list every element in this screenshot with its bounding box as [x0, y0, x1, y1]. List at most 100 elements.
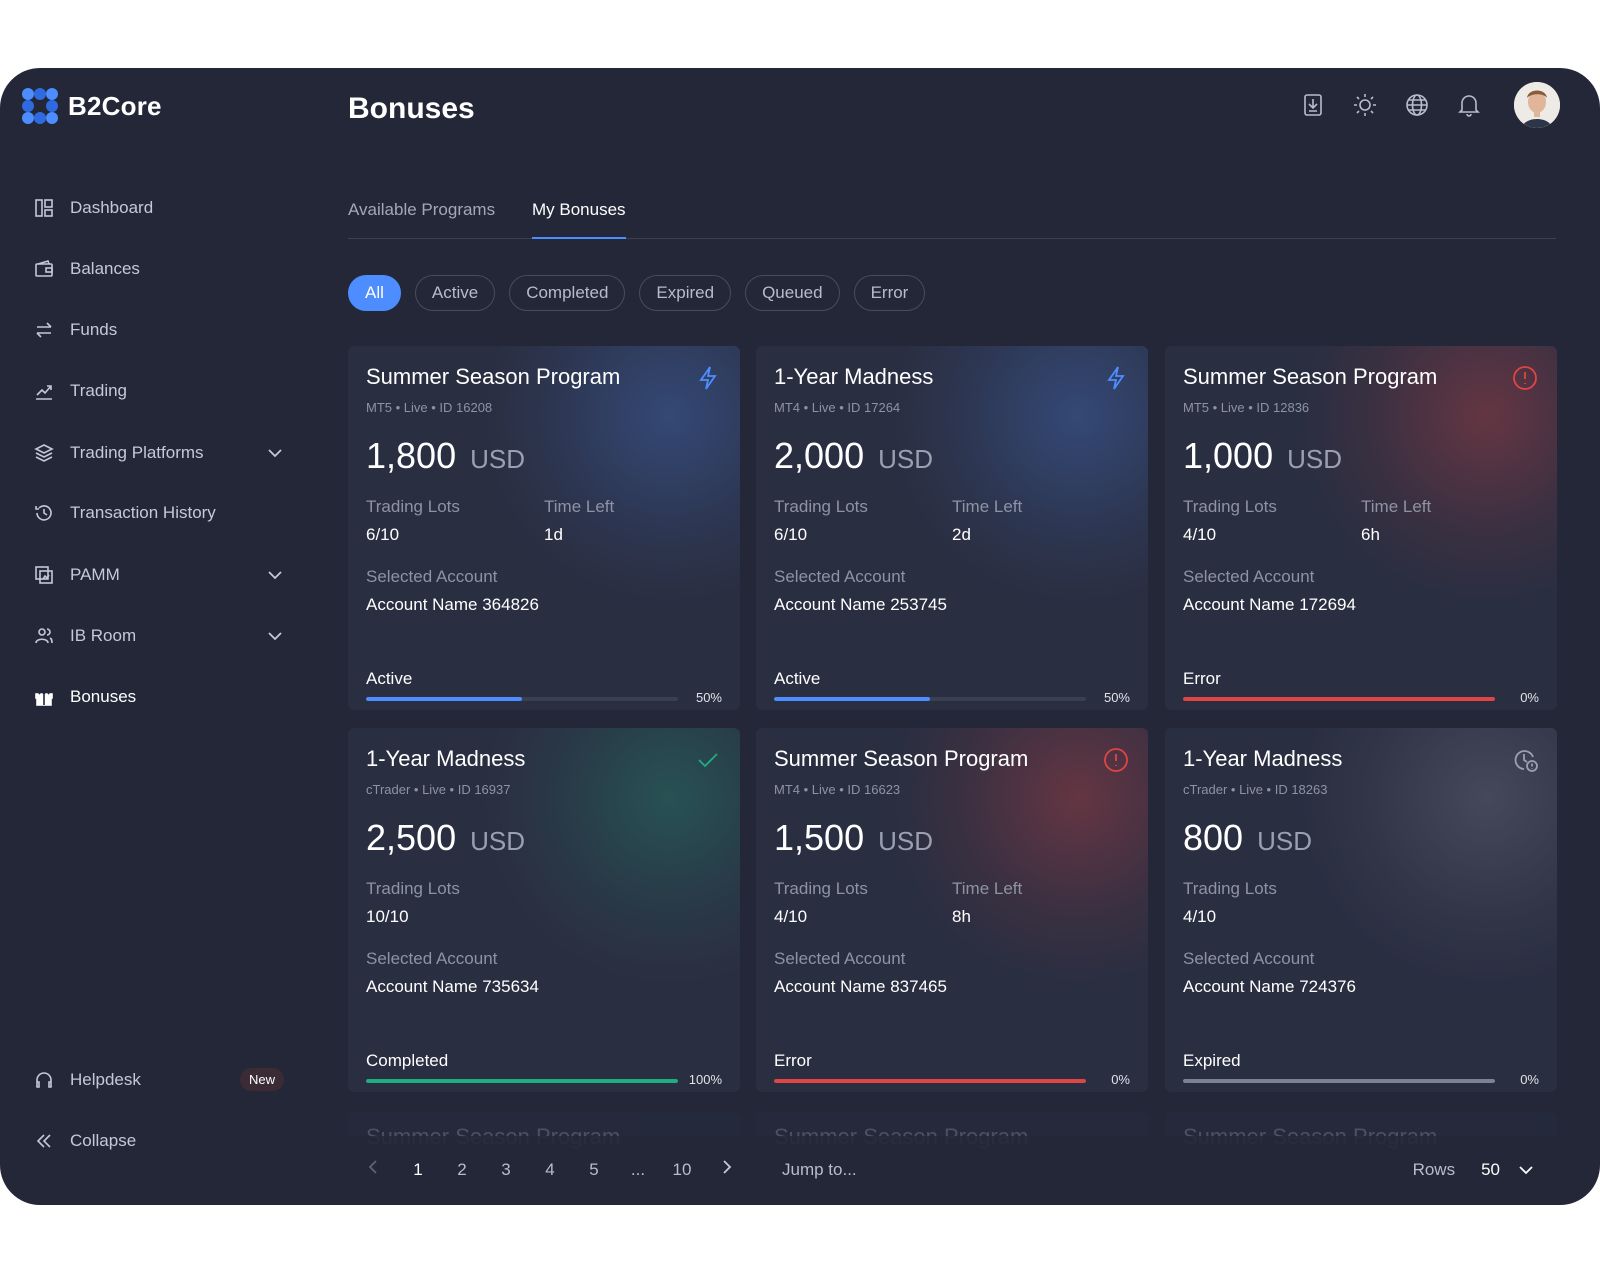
headset-icon — [34, 1070, 54, 1090]
bonus-amount: 2,000 USD — [774, 435, 1130, 477]
page-2[interactable]: 2 — [457, 1159, 467, 1179]
trading-lots-label: Trading Lots — [1183, 497, 1277, 516]
progress-percent: 0% — [1111, 1072, 1130, 1087]
selected-account-label: Selected Account — [1183, 949, 1315, 968]
time-left-group: Time Left 8h — [952, 879, 1130, 927]
bonus-amount: 1,800 USD — [366, 435, 722, 477]
time-left-value: 2d — [952, 525, 971, 544]
sidebar-item-transaction-history[interactable]: Transaction History — [34, 496, 284, 530]
progress-percent: 100% — [688, 1072, 722, 1087]
page-5[interactable]: 5 — [589, 1159, 599, 1179]
next-page-icon[interactable] — [704, 1158, 748, 1181]
sidebar-item-label: Transaction History — [70, 503, 216, 522]
bonus-card[interactable]: Summer Season Program MT5 • Live • ID 12… — [1165, 346, 1557, 710]
prev-page-icon[interactable] — [352, 1158, 396, 1181]
amount-value: 1,500 — [774, 817, 865, 858]
bonus-card[interactable]: 1-Year Madness cTrader • Live • ID 18263… — [1165, 728, 1557, 1092]
filter-all[interactable]: All — [348, 275, 401, 311]
sidebar-item-label: Trading Platforms — [70, 443, 204, 462]
sidebar-item-funds[interactable]: Funds — [34, 313, 284, 347]
rows-select[interactable]: 50 — [1481, 1160, 1536, 1180]
bonus-card[interactable]: 1-Year Madness cTrader • Live • ID 16937… — [348, 728, 740, 1092]
card-title: Summer Season Program — [774, 746, 1029, 771]
selected-account-label: Selected Account — [366, 567, 498, 586]
selected-account-value: Account Name 364826 — [366, 595, 539, 614]
time-left-value: 1d — [544, 525, 563, 544]
trading-lots-group: Trading Lots 10/10 — [366, 879, 548, 927]
page-1[interactable]: 1 — [413, 1159, 423, 1179]
sidebar-item-pamm[interactable]: PAMM — [34, 558, 284, 592]
selected-account-value: Account Name 735634 — [366, 977, 539, 996]
collapse-button[interactable]: Collapse — [34, 1124, 284, 1158]
bonus-card[interactable]: Summer Season Program MT5 • Live • ID 16… — [348, 346, 740, 710]
sidebar-item-balances[interactable]: Balances — [34, 252, 284, 286]
chevron-down-icon[interactable] — [266, 627, 284, 645]
chevron-down-icon[interactable] — [266, 566, 284, 584]
check-icon — [694, 746, 722, 774]
brand[interactable]: B2Core — [22, 88, 162, 124]
rows-value: 50 — [1481, 1160, 1500, 1179]
chevron-down-icon[interactable] — [266, 444, 284, 462]
status-filters: All Active Completed Expired Queued Erro… — [348, 275, 926, 311]
sidebar-item-label: Dashboard — [70, 198, 154, 217]
sun-icon[interactable] — [1350, 90, 1380, 120]
progress-percent: 0% — [1520, 690, 1539, 705]
sidebar-item-trading[interactable]: Trading — [34, 374, 284, 408]
lightning-icon — [1102, 364, 1130, 392]
sidebar-item-ib-room[interactable]: IB Room — [34, 619, 284, 653]
tab-my-bonuses[interactable]: My Bonuses — [532, 200, 626, 219]
globe-icon[interactable] — [1402, 90, 1432, 120]
filter-error[interactable]: Error — [853, 275, 926, 311]
sidebar-item-helpdesk[interactable]: Helpdesk New — [34, 1063, 284, 1097]
selected-account-value: Account Name 253745 — [774, 595, 947, 614]
card-stats: Trading Lots 4/10 Time Left 8h — [774, 879, 1130, 927]
card-meta: MT5 • Live • ID 16208 — [366, 400, 493, 415]
collapse-label: Collapse — [70, 1131, 137, 1150]
jump-to-page-input[interactable]: Jump to... — [782, 1160, 857, 1179]
card-title: 1-Year Madness — [774, 364, 934, 389]
amount-currency: USD — [1257, 826, 1312, 856]
filter-expired[interactable]: Expired — [639, 275, 732, 311]
time-left-label: Time Left — [952, 879, 1023, 898]
layers-icon — [34, 443, 54, 463]
filter-active[interactable]: Active — [414, 275, 496, 311]
selected-account-label: Selected Account — [1183, 567, 1315, 586]
card-title: Summer Season Program — [366, 364, 621, 389]
header-actions — [1298, 82, 1560, 128]
tabs: Available Programs My Bonuses — [348, 186, 1556, 239]
sidebar-item-dashboard[interactable]: Dashboard — [34, 191, 284, 225]
users-icon — [34, 626, 54, 646]
amount-currency: USD — [470, 444, 526, 474]
sidebar-item-trading-platforms[interactable]: Trading Platforms — [34, 436, 284, 470]
card-stats: Trading Lots 4/10 — [1183, 879, 1539, 927]
page-4[interactable]: 4 — [545, 1159, 555, 1179]
trading-lots-label: Trading Lots — [366, 879, 460, 898]
status-text: Expired — [1183, 1051, 1241, 1070]
avatar[interactable] — [1514, 82, 1560, 128]
bonus-card[interactable]: 1-Year Madness MT4 • Live • ID 17264 2,0… — [756, 346, 1148, 710]
filter-completed[interactable]: Completed — [509, 275, 626, 311]
trading-lots-value: 4/10 — [1183, 525, 1217, 544]
filter-queued[interactable]: Queued — [745, 275, 840, 311]
card-meta: MT4 • Live • ID 17264 — [774, 400, 901, 415]
trading-lots-value: 4/10 — [1183, 907, 1217, 926]
amount-currency: USD — [1287, 444, 1343, 474]
status-text: Active — [366, 669, 413, 688]
tab-available-programs[interactable]: Available Programs — [348, 200, 496, 219]
time-left-label: Time Left — [544, 497, 615, 516]
brand-logo — [22, 88, 58, 124]
progress-bar — [1183, 1079, 1495, 1083]
download-icon[interactable] — [1298, 90, 1328, 120]
selected-account-value: Account Name 172694 — [1183, 595, 1356, 614]
page-3[interactable]: 3 — [501, 1159, 511, 1179]
bonus-card[interactable]: Summer Season Program MT4 • Live • ID 16… — [756, 728, 1148, 1092]
progress-bar — [774, 697, 1086, 701]
trading-lots-value: 4/10 — [774, 907, 808, 926]
progress-percent: 50% — [695, 690, 722, 705]
card-title: 1-Year Madness — [1183, 746, 1343, 771]
page-10[interactable]: 10 — [672, 1159, 692, 1179]
card-stats: Trading Lots 6/10 Time Left 2d — [774, 497, 1130, 545]
trading-lots-value: 6/10 — [366, 525, 400, 544]
bell-icon[interactable] — [1454, 90, 1484, 120]
sidebar-item-bonuses[interactable]: Bonuses — [34, 680, 284, 714]
